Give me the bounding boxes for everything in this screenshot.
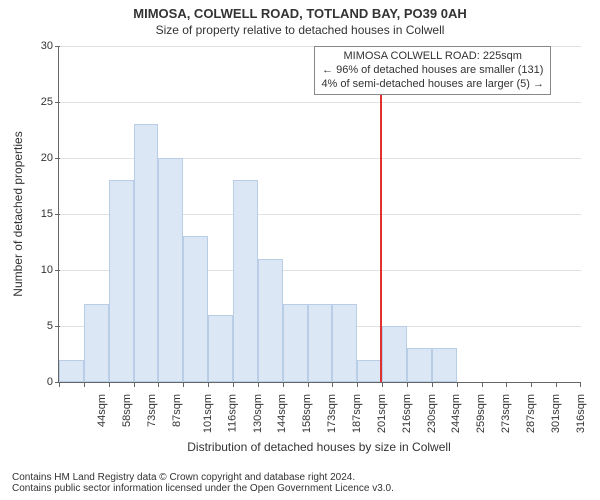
x-tick (357, 382, 358, 387)
x-tick-label: 116sqm (226, 394, 238, 432)
y-tick-label: 30 (41, 40, 59, 52)
y-tick-label: 15 (41, 208, 59, 220)
histogram-bar (84, 304, 109, 382)
histogram-bar (432, 348, 457, 382)
credit-text: Contains HM Land Registry data © Crown c… (12, 472, 394, 494)
title-sub: Size of property relative to detached ho… (0, 21, 600, 37)
x-tick (531, 382, 532, 387)
x-tick-label: 158sqm (301, 394, 313, 433)
x-tick-label: 187sqm (351, 394, 363, 433)
x-tick-label: 44sqm (96, 394, 108, 427)
x-tick-label: 259sqm (475, 394, 487, 433)
x-tick (158, 382, 159, 387)
x-tick-label: 316sqm (575, 394, 587, 433)
x-tick-label: 73sqm (146, 394, 158, 427)
histogram-bar (233, 180, 258, 382)
x-tick (457, 382, 458, 387)
title-main: MIMOSA, COLWELL ROAD, TOTLAND BAY, PO39 … (0, 0, 600, 21)
x-tick (183, 382, 184, 387)
x-tick (283, 382, 284, 387)
x-tick (258, 382, 259, 387)
x-tick-label: 216sqm (401, 394, 413, 433)
histogram-bar (109, 180, 134, 382)
histogram-bar (158, 158, 183, 382)
credit-line-2: Contains public sector information licen… (12, 483, 394, 494)
chart-plot-area: 05101520253044sqm58sqm73sqm87sqm101sqm11… (58, 46, 581, 383)
annotation-line: MIMOSA COLWELL ROAD: 225sqm (343, 50, 522, 64)
x-tick (109, 382, 110, 387)
histogram-bar (332, 304, 357, 382)
gridline (59, 102, 581, 103)
x-tick (556, 382, 557, 387)
annotation-line: ← 96% of detached houses are smaller (13… (322, 64, 543, 78)
x-tick-label: 58sqm (121, 394, 133, 427)
x-tick (308, 382, 309, 387)
y-tick-label: 10 (41, 264, 59, 276)
histogram-bar (283, 304, 308, 382)
annotation-box: MIMOSA COLWELL ROAD: 225sqm← 96% of deta… (314, 46, 551, 95)
x-tick-label: 87sqm (171, 394, 183, 427)
x-tick (432, 382, 433, 387)
x-tick-label: 201sqm (376, 394, 388, 433)
histogram-bar (134, 124, 159, 382)
x-tick-label: 101sqm (202, 394, 214, 433)
x-tick (59, 382, 60, 387)
x-tick (134, 382, 135, 387)
y-tick-label: 25 (41, 96, 59, 108)
x-tick-label: 230sqm (426, 394, 438, 433)
x-tick-label: 287sqm (525, 394, 537, 433)
histogram-bar (407, 348, 432, 382)
x-tick (407, 382, 408, 387)
x-tick (580, 382, 581, 387)
histogram-bar (59, 360, 84, 382)
x-tick-label: 173sqm (326, 394, 338, 433)
x-tick (332, 382, 333, 387)
histogram-bar (308, 304, 333, 382)
x-tick-label: 244sqm (451, 394, 463, 433)
histogram-bar (357, 360, 382, 382)
y-axis-label: Number of detached properties (11, 131, 25, 296)
credit-line-1: Contains HM Land Registry data © Crown c… (12, 472, 394, 483)
histogram-bar (183, 236, 208, 382)
x-tick (506, 382, 507, 387)
y-tick-label: 0 (47, 376, 59, 388)
histogram-bar (382, 326, 407, 382)
x-tick (482, 382, 483, 387)
x-tick-label: 301sqm (550, 394, 562, 433)
x-tick (208, 382, 209, 387)
annotation-line: 4% of semi-detached houses are larger (5… (321, 78, 544, 92)
x-tick-label: 273sqm (500, 394, 512, 433)
x-tick (382, 382, 383, 387)
x-tick-label: 130sqm (252, 394, 264, 433)
x-axis-label: Distribution of detached houses by size … (187, 440, 450, 454)
reference-line (380, 46, 382, 382)
x-tick-label: 144sqm (277, 394, 289, 433)
x-tick (233, 382, 234, 387)
histogram-bar (208, 315, 233, 382)
x-tick (84, 382, 85, 387)
figure-container: MIMOSA, COLWELL ROAD, TOTLAND BAY, PO39 … (0, 0, 600, 500)
y-tick-label: 5 (47, 320, 59, 332)
histogram-bar (258, 259, 283, 382)
y-tick-label: 20 (41, 152, 59, 164)
